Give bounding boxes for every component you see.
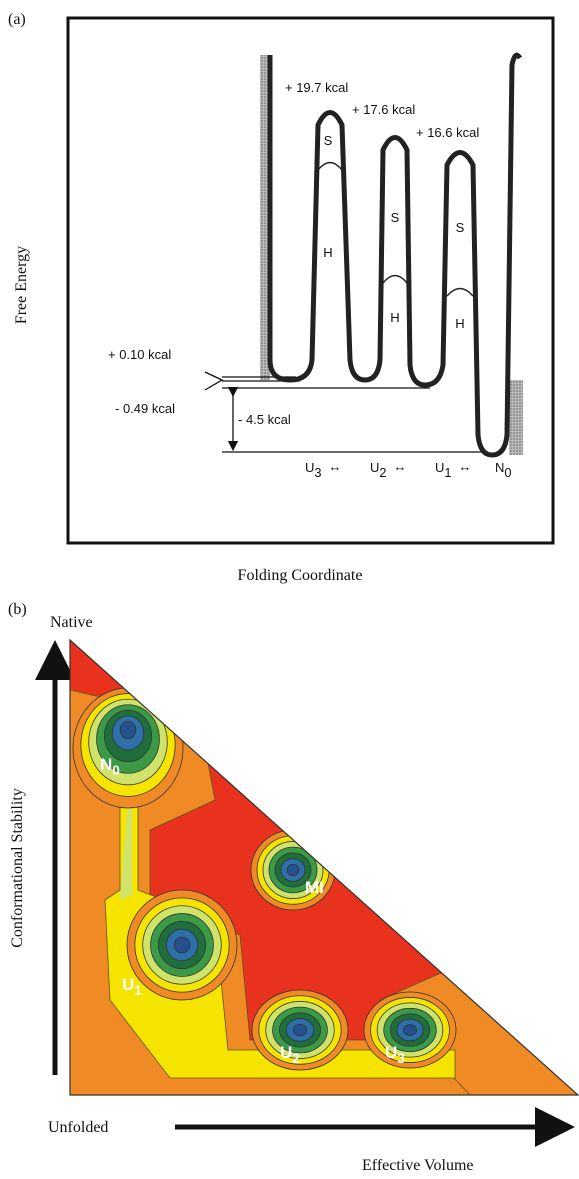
state-sub: 0 (504, 465, 511, 480)
state-label: U3 (305, 460, 322, 480)
contour (292, 1023, 308, 1037)
peak-part: H (323, 245, 332, 260)
level-label: - 4.5 kcal (238, 412, 291, 427)
contour (173, 936, 191, 954)
peak-part: S (456, 220, 465, 235)
state-label: U3 (385, 1043, 405, 1066)
state-name: U (435, 460, 444, 475)
state-name: U (122, 975, 134, 994)
connector: ↔ (459, 459, 472, 474)
y-axis-label: Conformational Stability (9, 788, 26, 948)
state-sub: 0 (112, 763, 120, 778)
state-sub: 2 (379, 465, 386, 480)
peak-part: H (390, 310, 399, 325)
connector: ↔ (329, 459, 342, 474)
energy-curve (267, 52, 523, 458)
state-sub: 1 (444, 465, 451, 480)
y-axis-label: Free Energy (13, 246, 30, 324)
level-label: - 0.49 kcal (115, 401, 175, 416)
top-label: Native (50, 614, 93, 631)
state-name: U (385, 1043, 397, 1062)
state-sub: 2 (292, 1051, 300, 1066)
contour (286, 863, 300, 877)
peak-part: H (455, 316, 464, 331)
level-label: + 0.10 kcal (108, 347, 171, 362)
triangle-outline (69, 638, 579, 1096)
state-sub: 1 (134, 983, 142, 998)
peak-part: S (324, 133, 333, 148)
peak-part: S (391, 210, 400, 225)
state-name: U (370, 460, 379, 475)
state-label: N0 (495, 460, 512, 480)
state-label: U1 (122, 975, 142, 998)
state-label: MI (305, 878, 324, 897)
state-sub: 3 (397, 1051, 405, 1066)
x-axis-label: Effective Volume (362, 1157, 474, 1174)
bottom-label: Unfolded (48, 1119, 108, 1136)
state-label: U2 (280, 1043, 300, 1066)
state-label: N0 (100, 755, 120, 778)
state-name: U (305, 460, 314, 475)
state-name: N (100, 755, 112, 774)
sh-boundaries (317, 161, 474, 297)
state-name: U (280, 1043, 292, 1062)
state-label: U2 (370, 460, 387, 480)
panel-label: (a) (8, 11, 26, 28)
connector: ↔ (394, 459, 407, 474)
barrier-energy: + 17.6 kcal (352, 102, 415, 117)
state-label: U1 (435, 460, 452, 480)
contour (119, 721, 137, 739)
frame (66, 16, 555, 545)
wall-shade (509, 380, 523, 455)
state-sub: 3 (314, 465, 321, 480)
x-axis-label: Folding Coordinate (238, 567, 363, 584)
barrier-energy: + 19.7 kcal (285, 80, 348, 95)
contour (403, 1024, 417, 1036)
barrier-energy: + 16.6 kcal (416, 125, 479, 140)
panel-label: (b) (8, 601, 27, 618)
state-name: N (495, 460, 504, 475)
wall-shade (260, 55, 270, 380)
state-name: MI (305, 878, 324, 897)
